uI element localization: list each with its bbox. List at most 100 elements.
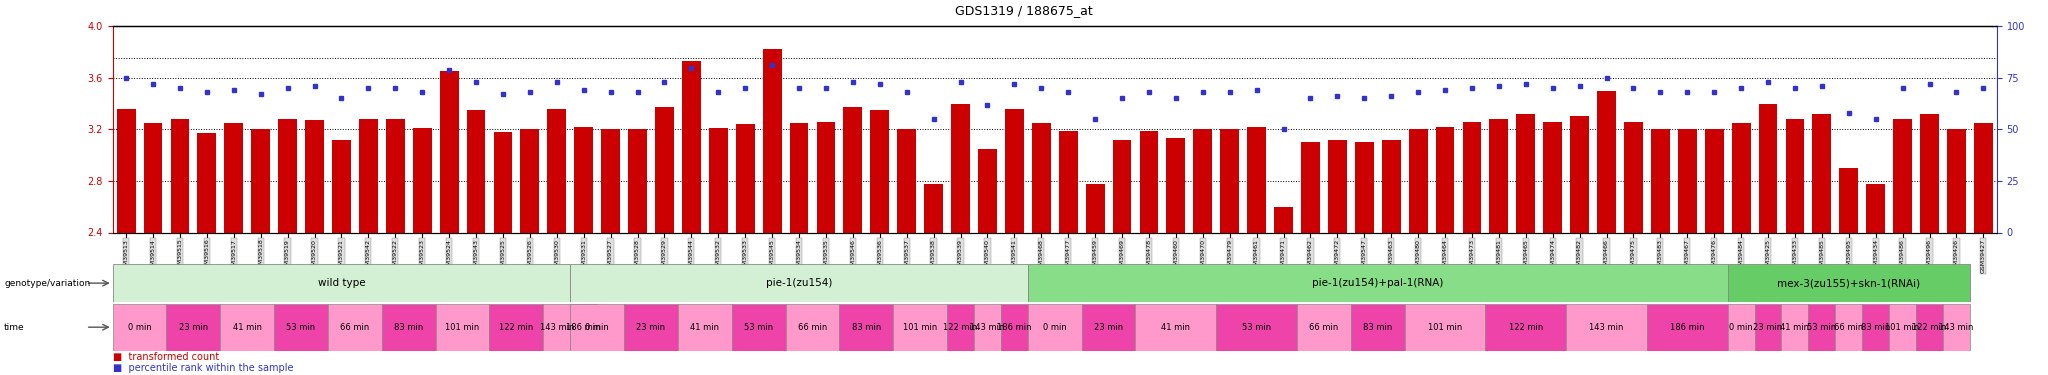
Bar [385,119,406,232]
Bar [1409,129,1427,232]
Bar [274,304,328,351]
Bar [1085,183,1104,232]
Bar [709,128,727,232]
Bar [1651,129,1669,232]
Bar [1167,138,1186,232]
Bar [1059,130,1077,232]
Bar [117,109,135,232]
Bar [1786,119,1804,232]
Bar [1892,119,1913,232]
Bar [602,129,621,232]
Bar [1436,127,1454,232]
Text: genotype/variation: genotype/variation [4,279,90,288]
Bar [1382,140,1401,232]
Bar [221,304,274,351]
Text: ■  transformed count: ■ transformed count [113,352,219,362]
Bar [143,123,162,232]
Bar [1808,304,1835,351]
Text: 23 min: 23 min [637,322,666,332]
Bar [1217,304,1296,351]
Bar [786,304,840,351]
Bar [1516,114,1536,232]
Text: 101 min: 101 min [1427,322,1462,332]
Bar [1944,304,1970,351]
Bar [305,120,324,232]
Bar [735,124,754,232]
Bar [489,304,543,351]
Bar [682,61,700,232]
Bar [1485,304,1567,351]
Bar [440,71,459,232]
Bar [197,133,217,232]
Bar [897,129,915,232]
Bar [225,123,244,232]
Bar [1866,183,1884,232]
Text: 41 min: 41 min [1780,322,1810,332]
Text: 186 min: 186 min [1669,322,1704,332]
Bar [1327,140,1348,232]
Bar [625,304,678,351]
Bar [893,304,946,351]
Bar [1462,122,1481,232]
Bar [1974,123,1993,232]
Text: 143 min: 143 min [539,322,573,332]
Bar [1001,304,1028,351]
Bar [1888,304,1917,351]
Text: 101 min: 101 min [444,322,479,332]
Bar [1112,140,1130,232]
Bar [1028,304,1081,351]
Text: 66 min: 66 min [340,322,369,332]
Text: ■  percentile rank within the sample: ■ percentile rank within the sample [113,363,293,373]
Bar [840,304,893,351]
Bar [1139,130,1159,232]
Bar [1300,142,1319,232]
Text: 143 min: 143 min [971,322,1006,332]
Bar [1759,104,1778,232]
Bar [629,129,647,232]
Text: 83 min: 83 min [393,322,424,332]
Bar [1647,304,1729,351]
Bar [1274,207,1292,232]
Bar [1247,127,1266,232]
Bar [1296,304,1352,351]
Text: 186 min: 186 min [567,322,600,332]
Bar [1194,129,1212,232]
Text: 53 min: 53 min [287,322,315,332]
Bar [1352,304,1405,351]
Text: 186 min: 186 min [997,322,1032,332]
Bar [494,132,512,232]
Bar [170,119,188,232]
Bar [1624,122,1642,232]
Bar [569,304,598,351]
Bar [1729,304,1755,351]
Text: 23 min: 23 min [178,322,209,332]
Bar [1597,91,1616,232]
Bar [1405,304,1485,351]
Bar [1567,304,1647,351]
Bar [762,50,782,232]
Text: 66 min: 66 min [799,322,827,332]
Bar [279,119,297,232]
Text: 101 min: 101 min [1886,322,1919,332]
Bar [1571,117,1589,232]
Bar [1006,109,1024,232]
Bar [520,129,539,232]
Bar [569,304,625,351]
Bar [358,119,377,232]
Text: 122 min: 122 min [944,322,977,332]
Text: 41 min: 41 min [233,322,262,332]
Text: 23 min: 23 min [1753,322,1782,332]
Text: 53 min: 53 min [1806,322,1837,332]
Bar [1782,304,1808,351]
Text: 66 min: 66 min [1835,322,1864,332]
Bar [1135,304,1217,351]
Bar [573,127,594,232]
Bar [950,104,971,232]
Text: 122 min: 122 min [500,322,535,332]
Bar [946,304,975,351]
Text: 41 min: 41 min [690,322,719,332]
Bar [547,109,565,232]
Bar [979,149,997,232]
Bar [1704,129,1724,232]
Text: 122 min: 122 min [1913,322,1948,332]
